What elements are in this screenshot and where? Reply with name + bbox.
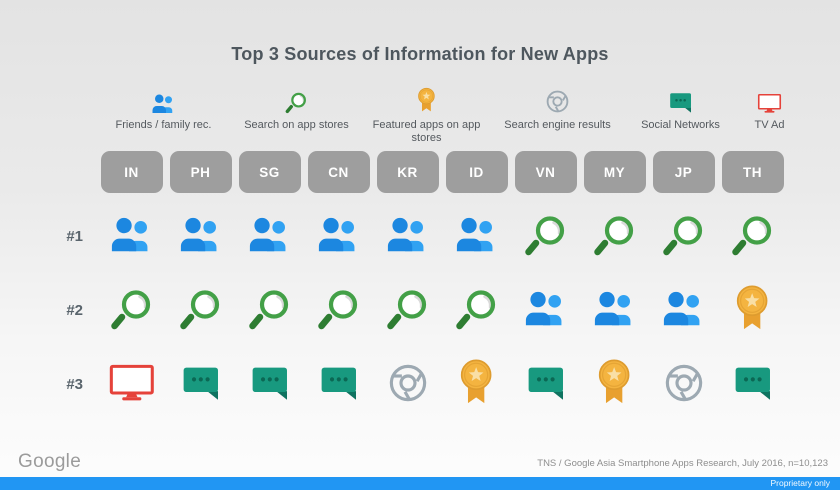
magnifier-icon xyxy=(248,287,292,331)
google-logo: Google xyxy=(18,451,82,472)
page-title: Top 3 Sources of Information for New App… xyxy=(231,44,609,64)
speech-bubble-icon xyxy=(180,364,222,402)
speech-bubble-icon xyxy=(318,364,360,402)
legend-label: Featured apps on app stores xyxy=(372,119,481,144)
country-pill: MY xyxy=(583,151,646,193)
magnifier-icon xyxy=(110,287,154,331)
people-icon xyxy=(318,217,359,253)
medal-icon xyxy=(731,284,773,334)
country-pill: PH xyxy=(169,151,232,193)
country-pill: CN xyxy=(307,151,370,193)
people-icon xyxy=(663,291,704,327)
legend-label: Friends / family rec. xyxy=(115,119,212,131)
speech-bubble-icon xyxy=(732,364,774,402)
footer-bar: Proprietary only xyxy=(0,477,840,490)
source-note: TNS / Google Asia Smartphone Apps Resear… xyxy=(537,458,828,469)
rank-label: #2 xyxy=(66,301,83,319)
speech-bubble-icon xyxy=(249,364,291,402)
magnifier-icon xyxy=(662,213,706,257)
people-icon xyxy=(456,217,497,253)
country-pill: IN xyxy=(100,151,163,193)
magnifier-icon xyxy=(455,287,499,331)
country-header-row: IN PH SG CN KR ID VN MY JP TH xyxy=(29,150,787,194)
magnifier-icon xyxy=(179,287,223,331)
rank-label: #3 xyxy=(66,375,83,393)
tv-icon xyxy=(757,93,782,114)
magnifier-icon xyxy=(317,287,361,331)
rank-table: IN PH SG CN KR ID VN MY JP TH #1 xyxy=(29,150,787,420)
rank-row: #2 xyxy=(29,272,787,346)
people-icon xyxy=(180,217,221,253)
country-pill: ID xyxy=(445,151,508,193)
medal-icon xyxy=(455,358,497,408)
people-icon xyxy=(594,291,635,327)
chrome-icon xyxy=(387,362,429,404)
country-pill: VN xyxy=(514,151,577,193)
magnifier-icon xyxy=(285,91,308,114)
speech-bubble-icon xyxy=(668,91,693,114)
legend-label: Search engine results xyxy=(504,119,611,131)
legend-label: Search on app stores xyxy=(244,119,349,131)
proprietary-label: Proprietary only xyxy=(770,478,830,488)
country-pill: JP xyxy=(652,151,715,193)
country-pill: TH xyxy=(721,151,784,193)
legend-item-social: Social Networks xyxy=(633,86,729,132)
country-pill: SG xyxy=(238,151,301,193)
magnifier-icon xyxy=(386,287,430,331)
legend-item-friends: Friends / family rec. xyxy=(105,86,223,132)
medal-icon xyxy=(593,358,635,408)
rank-label: #1 xyxy=(66,227,83,245)
chrome-icon xyxy=(545,89,570,114)
people-icon xyxy=(525,291,566,327)
magnifier-icon xyxy=(731,213,775,257)
rank-row: #1 xyxy=(29,198,787,272)
people-icon xyxy=(111,217,152,253)
magnifier-icon xyxy=(593,213,637,257)
rank-row: #3 xyxy=(29,346,787,420)
legend-item-search_engine: Search engine results xyxy=(496,86,620,132)
medal-icon xyxy=(415,87,438,114)
legend-item-featured: Featured apps on app stores xyxy=(371,86,483,145)
magnifier-icon xyxy=(524,213,568,257)
people-icon xyxy=(152,94,175,114)
chrome-icon xyxy=(663,362,705,404)
people-icon xyxy=(249,217,290,253)
legend: Friends / family rec. Search on app stor… xyxy=(78,86,824,145)
speech-bubble-icon xyxy=(525,364,567,402)
people-icon xyxy=(387,217,428,253)
legend-item-tv: TV Ad xyxy=(742,86,798,132)
tv-icon xyxy=(108,363,156,403)
country-pill: KR xyxy=(376,151,439,193)
legend-label: Social Networks xyxy=(641,119,720,131)
legend-label: TV Ad xyxy=(754,119,785,131)
legend-item-search_store: Search on app stores xyxy=(236,86,358,132)
